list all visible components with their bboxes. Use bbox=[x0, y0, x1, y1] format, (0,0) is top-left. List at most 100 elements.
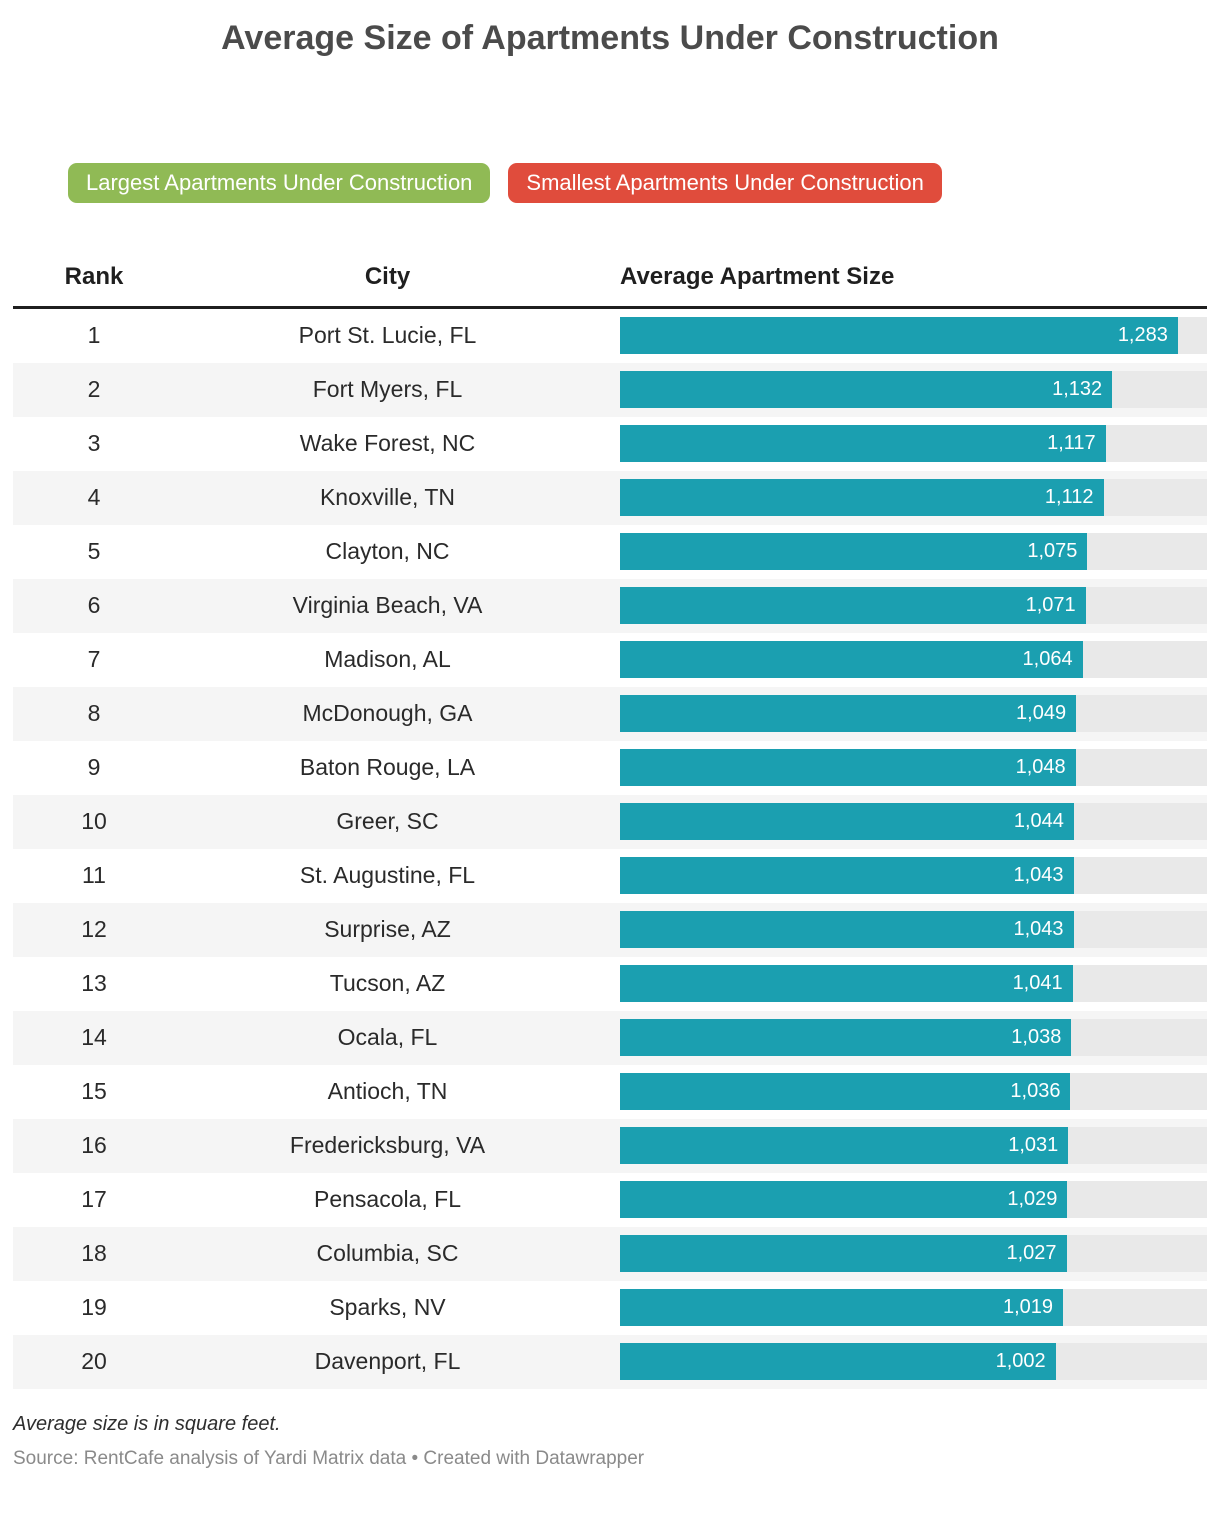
bar-track: 1,036 bbox=[620, 1073, 1207, 1111]
city-cell: Columbia, SC bbox=[316, 1240, 459, 1267]
page-title: Average Size of Apartments Under Constru… bbox=[221, 19, 999, 57]
value-bar: 1,043 bbox=[620, 911, 1074, 949]
rank-cell: 17 bbox=[81, 1186, 107, 1213]
bar-value-label: 1,031 bbox=[1008, 1134, 1059, 1157]
bar-cell: 1,029 bbox=[600, 1181, 1207, 1219]
city-cell: Sparks, NV bbox=[329, 1294, 446, 1321]
table-row: 12 Surprise, AZ 1,043 bbox=[13, 902, 1207, 957]
apartment-size-table: Rank City Average Apartment Size 1 Port S… bbox=[13, 249, 1207, 1389]
bar-value-label: 1,041 bbox=[1012, 972, 1063, 995]
bar-cell: 1,075 bbox=[600, 533, 1207, 571]
bar-value-label: 1,044 bbox=[1013, 810, 1064, 833]
rank-cell: 5 bbox=[87, 538, 101, 565]
bar-track: 1,027 bbox=[620, 1235, 1207, 1273]
table-header-row: Rank City Average Apartment Size bbox=[13, 249, 1207, 309]
bar-track: 1,041 bbox=[620, 965, 1207, 1003]
bar-cell: 1,043 bbox=[600, 911, 1207, 949]
value-bar: 1,112 bbox=[620, 479, 1104, 517]
rank-cell: 20 bbox=[81, 1348, 107, 1375]
bar-cell: 1,043 bbox=[600, 857, 1207, 895]
rank-cell: 14 bbox=[81, 1024, 107, 1051]
bar-track: 1,132 bbox=[620, 371, 1207, 409]
city-cell: Knoxville, TN bbox=[319, 484, 456, 511]
page: Average Size of Apartments Under Constru… bbox=[0, 18, 1220, 1470]
rank-cell: 18 bbox=[81, 1240, 107, 1267]
table-row: 16 Fredericksburg, VA 1,031 bbox=[13, 1118, 1207, 1173]
table-row: 14 Ocala, FL 1,038 bbox=[13, 1010, 1207, 1065]
bar-track: 1,044 bbox=[620, 803, 1207, 841]
bar-track: 1,002 bbox=[620, 1343, 1207, 1381]
bar-value-label: 1,036 bbox=[1010, 1080, 1061, 1103]
bar-value-label: 1,043 bbox=[1013, 864, 1064, 887]
value-bar: 1,038 bbox=[620, 1019, 1072, 1057]
bar-cell: 1,048 bbox=[600, 749, 1207, 787]
value-bar: 1,002 bbox=[620, 1343, 1056, 1381]
bar-cell: 1,117 bbox=[600, 425, 1207, 463]
value-bar: 1,029 bbox=[620, 1181, 1068, 1219]
bar-track: 1,038 bbox=[620, 1019, 1207, 1057]
city-cell: Port St. Lucie, FL bbox=[298, 322, 477, 349]
rank-cell: 3 bbox=[87, 430, 101, 457]
value-bar: 1,283 bbox=[620, 317, 1178, 355]
bar-value-label: 1,064 bbox=[1022, 648, 1073, 671]
city-cell: Clayton, NC bbox=[325, 538, 450, 565]
rank-cell: 4 bbox=[87, 484, 101, 511]
bar-track: 1,283 bbox=[620, 317, 1207, 355]
bar-cell: 1,019 bbox=[600, 1289, 1207, 1327]
rank-cell: 1 bbox=[87, 322, 101, 349]
city-cell: Davenport, FL bbox=[314, 1348, 461, 1375]
bar-value-label: 1,075 bbox=[1027, 540, 1078, 563]
rank-cell: 12 bbox=[81, 916, 107, 943]
city-cell: St. Augustine, FL bbox=[299, 862, 476, 889]
value-bar: 1,036 bbox=[620, 1073, 1071, 1111]
bar-track: 1,043 bbox=[620, 857, 1207, 895]
bar-track: 1,049 bbox=[620, 695, 1207, 733]
table-row: 5 Clayton, NC 1,075 bbox=[13, 524, 1207, 579]
table-row: 15 Antioch, TN 1,036 bbox=[13, 1064, 1207, 1119]
bar-cell: 1,036 bbox=[600, 1073, 1207, 1111]
value-bar: 1,049 bbox=[620, 695, 1077, 733]
value-bar: 1,064 bbox=[620, 641, 1083, 679]
tab-group: Largest Apartments Under Construction Sm… bbox=[68, 162, 1207, 203]
bar-cell: 1,044 bbox=[600, 803, 1207, 841]
rank-cell: 9 bbox=[87, 754, 101, 781]
bar-cell: 1,002 bbox=[600, 1343, 1207, 1381]
table-row: 10 Greer, SC 1,044 bbox=[13, 794, 1207, 849]
rank-cell: 15 bbox=[81, 1078, 107, 1105]
bar-cell: 1,049 bbox=[600, 695, 1207, 733]
bar-track: 1,064 bbox=[620, 641, 1207, 679]
bar-value-label: 1,112 bbox=[1044, 486, 1094, 509]
rank-cell: 6 bbox=[87, 592, 101, 619]
tab-smallest-apartments[interactable]: Smallest Apartments Under Construction bbox=[508, 162, 942, 203]
bar-track: 1,048 bbox=[620, 749, 1207, 787]
value-bar: 1,071 bbox=[620, 587, 1086, 625]
bar-cell: 1,283 bbox=[600, 317, 1207, 355]
city-cell: Madison, AL bbox=[324, 646, 451, 673]
tab-largest-apartments[interactable]: Largest Apartments Under Construction bbox=[68, 162, 491, 203]
bar-value-label: 1,038 bbox=[1011, 1026, 1062, 1049]
bar-value-label: 1,117 bbox=[1047, 432, 1096, 455]
bar-value-label: 1,071 bbox=[1025, 594, 1076, 617]
city-cell: Baton Rouge, LA bbox=[299, 754, 476, 781]
table-row: 6 Virginia Beach, VA 1,071 bbox=[13, 578, 1207, 633]
bar-value-label: 1,029 bbox=[1007, 1188, 1058, 1211]
rank-cell: 11 bbox=[82, 862, 106, 889]
rank-cell: 2 bbox=[87, 376, 101, 403]
table-body: 1 Port St. Lucie, FL 1,283 2 Fort Myers, FL 1… bbox=[13, 308, 1207, 1389]
table-row: 17 Pensacola, FL 1,029 bbox=[13, 1172, 1207, 1227]
value-bar: 1,027 bbox=[620, 1235, 1067, 1273]
city-cell: Antioch, TN bbox=[327, 1078, 448, 1105]
bar-value-label: 1,132 bbox=[1052, 378, 1103, 401]
value-bar: 1,117 bbox=[620, 425, 1106, 463]
city-cell: Greer, SC bbox=[336, 808, 439, 835]
table-row: 7 Madison, AL 1,064 bbox=[13, 632, 1207, 687]
city-cell: McDonough, GA bbox=[302, 700, 473, 727]
table-row: 8 McDonough, GA 1,049 bbox=[13, 686, 1207, 741]
value-bar: 1,044 bbox=[620, 803, 1074, 841]
city-cell: Pensacola, FL bbox=[313, 1186, 462, 1213]
bar-track: 1,071 bbox=[620, 587, 1207, 625]
footnote: Average size is in square feet. bbox=[13, 1412, 281, 1435]
bar-value-label: 1,027 bbox=[1006, 1242, 1057, 1265]
value-bar: 1,019 bbox=[620, 1289, 1064, 1327]
bar-track: 1,031 bbox=[620, 1127, 1207, 1165]
